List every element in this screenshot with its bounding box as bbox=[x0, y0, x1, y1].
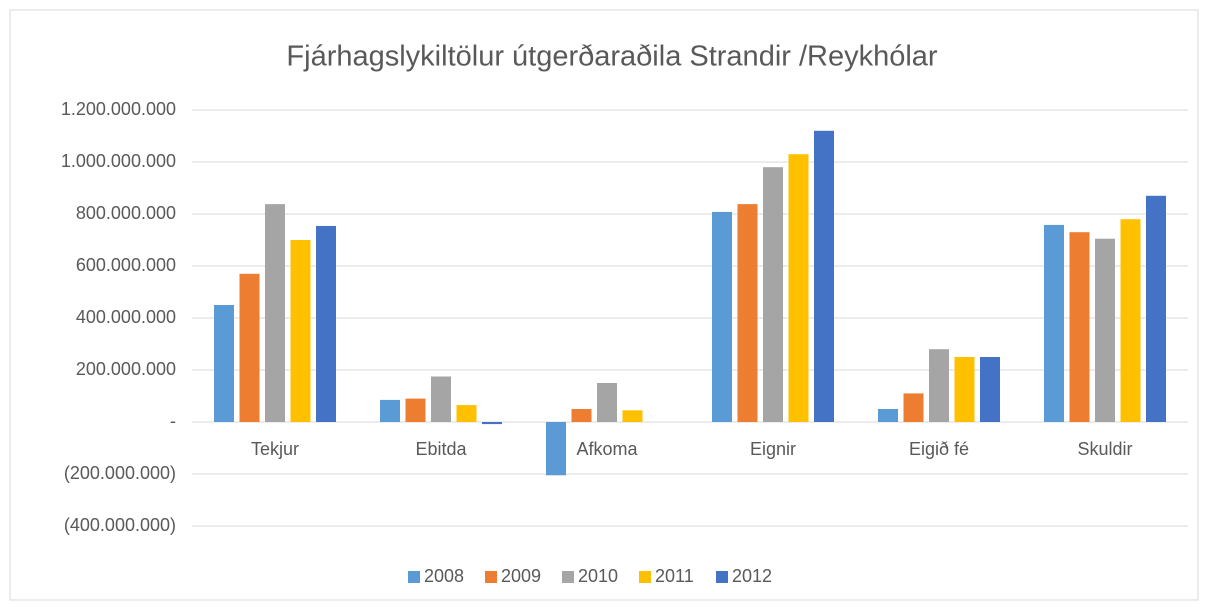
bar bbox=[1095, 238, 1115, 422]
legend-swatch bbox=[562, 571, 574, 583]
bar bbox=[239, 273, 260, 422]
x-tick-label: Skuldir bbox=[1077, 439, 1132, 459]
chart-title: Fjárhagslykiltölur útgerðaraðila Strandi… bbox=[286, 41, 938, 73]
x-tick-label: Tekjur bbox=[251, 439, 299, 459]
bar bbox=[316, 225, 336, 422]
bar bbox=[1120, 219, 1141, 422]
y-tick-label: 1.200.000.000 bbox=[61, 99, 176, 119]
legend-label: 2009 bbox=[501, 566, 541, 586]
legend-swatch bbox=[408, 571, 420, 583]
bar bbox=[1044, 224, 1064, 422]
bar bbox=[1146, 195, 1166, 422]
bar bbox=[290, 240, 311, 422]
bar bbox=[456, 405, 477, 422]
y-tick-label: - bbox=[170, 411, 176, 431]
legend-label: 2011 bbox=[655, 566, 694, 586]
bar bbox=[763, 167, 783, 422]
bar bbox=[712, 211, 732, 422]
y-tick-label: 200.000.000 bbox=[76, 359, 176, 379]
bar bbox=[788, 154, 809, 422]
bar bbox=[814, 130, 834, 423]
x-tick-label: Eignir bbox=[750, 439, 796, 459]
bar bbox=[954, 357, 975, 422]
bar bbox=[546, 422, 566, 476]
bar bbox=[571, 409, 592, 422]
bar bbox=[878, 409, 898, 422]
bar bbox=[980, 357, 1000, 422]
chart-border bbox=[9, 9, 1199, 601]
y-tick-label: (400.000.000) bbox=[64, 515, 176, 535]
bar bbox=[597, 383, 617, 422]
bar bbox=[929, 349, 949, 422]
legend-label: 2010 bbox=[578, 566, 618, 586]
bar bbox=[622, 410, 643, 422]
legend-label: 2008 bbox=[424, 566, 464, 586]
bar bbox=[405, 398, 426, 422]
x-tick-label: Eigið fé bbox=[909, 439, 969, 459]
bar bbox=[265, 204, 285, 422]
legend-label: 2012 bbox=[732, 566, 772, 586]
bar bbox=[380, 399, 400, 422]
bar bbox=[431, 376, 451, 422]
y-tick-label: (200.000.000) bbox=[64, 463, 176, 483]
bar bbox=[214, 305, 234, 422]
x-tick-label: Ebitda bbox=[415, 439, 467, 459]
y-tick-label: 600.000.000 bbox=[76, 255, 176, 275]
x-tick-label: Afkoma bbox=[576, 439, 638, 459]
y-tick-label: 400.000.000 bbox=[76, 307, 176, 327]
y-tick-label: 800.000.000 bbox=[76, 203, 176, 223]
bar bbox=[903, 393, 924, 422]
bar bbox=[1069, 232, 1090, 422]
y-tick-label: 1.000.000.000 bbox=[61, 151, 176, 171]
legend-swatch bbox=[485, 571, 497, 583]
bar bbox=[482, 422, 502, 425]
bar bbox=[737, 204, 758, 422]
legend-swatch bbox=[639, 571, 651, 583]
legend-swatch bbox=[716, 571, 728, 583]
